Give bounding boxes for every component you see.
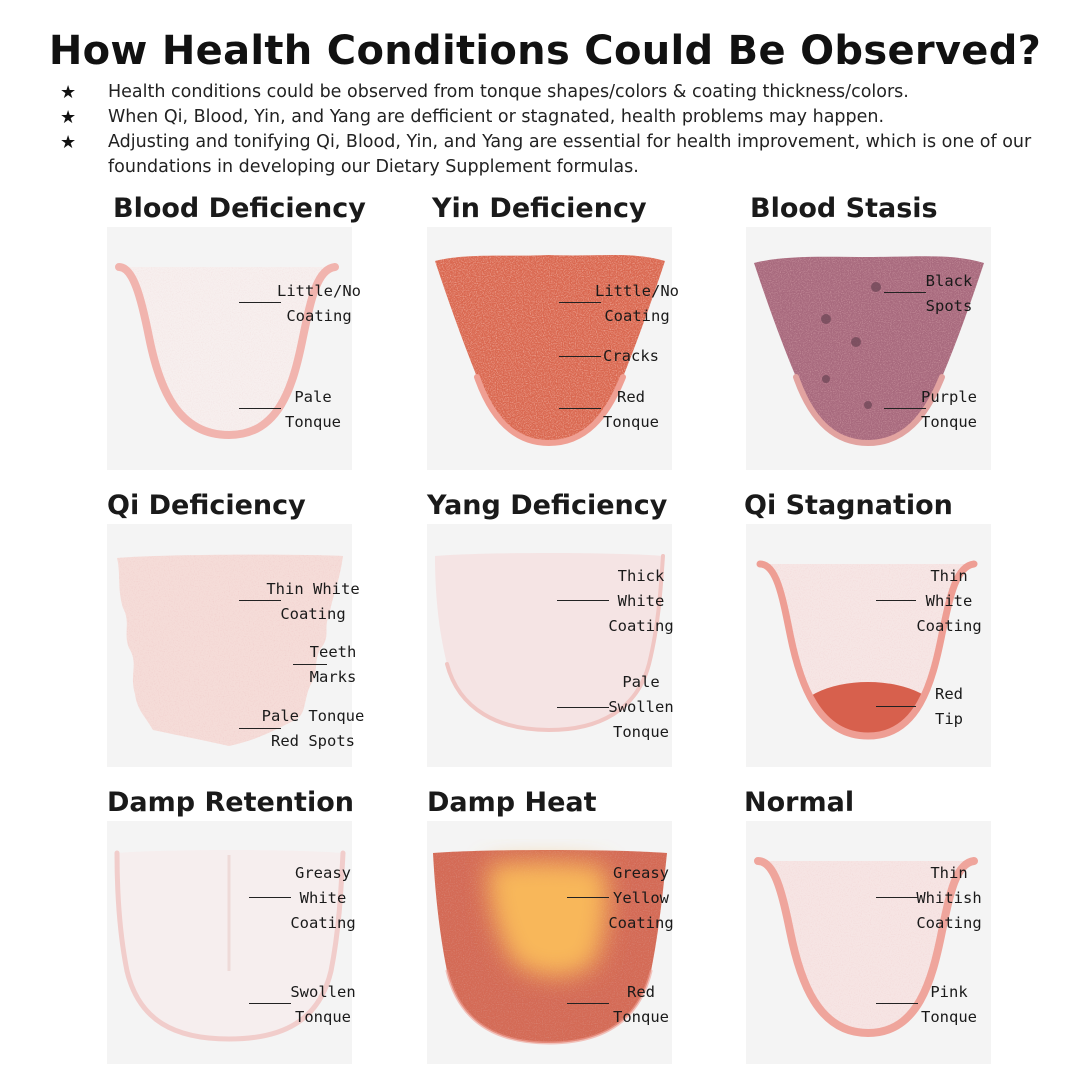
bullet-item: ★ Adjusting and tonifying Qi, Blood, Yin,… <box>60 130 1050 180</box>
panel-damp-heat: Damp Heat Greasy Yellow Coating Red Tonque <box>427 787 677 1077</box>
leader-line <box>876 706 916 707</box>
leader-line <box>239 302 281 303</box>
annotation-label: Purple Tonque <box>921 388 977 431</box>
leader-line <box>239 408 281 409</box>
annotation-label: Thin White Coating <box>266 580 360 623</box>
panel-title: Normal <box>744 787 855 818</box>
panel-title: Damp Heat <box>427 787 597 818</box>
tongue-illustration <box>427 821 672 1064</box>
annotation-label: Swollen Tonque <box>290 983 356 1026</box>
annotation-label: Pale Tonque <box>285 388 341 431</box>
tongue-illustration <box>427 524 672 767</box>
tongue-illustration <box>746 524 991 767</box>
panel-yin-deficiency: Yin Deficiency Little/No Coating Cracks R… <box>427 193 679 483</box>
panel-title: Yin Deficiency <box>432 193 647 224</box>
leader-line <box>876 600 916 601</box>
annotation-label: Black Spots <box>925 272 973 315</box>
tongue-illustration <box>746 227 991 470</box>
leader-line <box>293 664 327 665</box>
leader-line <box>876 1003 918 1004</box>
annotation-label: Pale Swollen Tonque <box>608 673 674 741</box>
leader-line <box>559 356 601 357</box>
leader-line <box>249 897 291 898</box>
tongue-drawing <box>435 255 665 447</box>
panel-title: Yang Deficiency <box>427 490 668 521</box>
star-icon: ★ <box>60 82 77 103</box>
panel-damp-retention: Damp Retention Greasy White Coating Swolle… <box>107 787 357 1077</box>
star-icon: ★ <box>60 132 77 153</box>
leader-line <box>557 707 609 708</box>
leader-line <box>884 408 926 409</box>
star-icon: ★ <box>60 107 77 128</box>
annotation-label: Little/No Coating <box>277 282 361 325</box>
panel-blood-deficiency: Blood Deficiency Little/No Coating Pale To… <box>107 193 366 483</box>
panel-title: Qi Deficiency <box>107 490 306 521</box>
panel-qi-stagnation: Qi Stagnation Thin White Coating Red Tip <box>744 490 996 780</box>
annotation-label: Little/No Coating <box>595 282 679 325</box>
tongue-illustration <box>746 821 991 1064</box>
leader-line <box>559 408 601 409</box>
panel-title: Blood Deficiency <box>113 193 366 224</box>
annotation-label: Thick White Coating <box>608 567 674 635</box>
annotation-label: Red Tip <box>935 685 963 728</box>
annotation-label: Pink Tonque <box>921 983 977 1026</box>
annotation-label: Red Tonque <box>613 983 669 1026</box>
annotation-label: Greasy Yellow Coating <box>608 864 674 932</box>
annotation-label: Thin White Coating <box>916 567 982 635</box>
tongue-drawing <box>435 553 665 733</box>
panel-yang-deficiency: Yang Deficiency Thick White Coating Pale Sw… <box>427 490 677 780</box>
tongue-illustration <box>107 227 352 470</box>
panel-title: Blood Stasis <box>750 193 938 224</box>
tongue-drawing <box>754 256 984 447</box>
bullet-item: ★ When Qi, Blood, Yin, and Yang are deffi… <box>60 105 1050 130</box>
tongue-drawing <box>117 554 343 746</box>
annotation-label: Pale Tonque Red Spots <box>261 707 365 750</box>
annotation-label: Greasy White Coating <box>290 864 356 932</box>
bullet-text: Health conditions could be observed from… <box>108 82 909 102</box>
bullet-list: ★ Health conditions could be observed fro… <box>60 80 1050 180</box>
tongue-illustration <box>107 524 352 767</box>
bullet-item: ★ Health conditions could be observed fro… <box>60 80 1050 105</box>
annotation-label: Thin Whitish Coating <box>916 864 982 932</box>
leader-line <box>567 897 609 898</box>
tongue-illustration <box>427 227 672 470</box>
annotation-label: Teeth Marks <box>309 643 357 686</box>
leader-line <box>559 302 601 303</box>
tongue-drawing <box>115 263 339 440</box>
panel-blood-stasis: Blood Stasis Black Spots Purple Tonque <box>746 193 996 483</box>
leader-line <box>239 600 281 601</box>
leader-line <box>567 1003 609 1004</box>
leader-line <box>557 600 609 601</box>
leader-line <box>249 1003 291 1004</box>
panel-title: Damp Retention <box>107 787 354 818</box>
tongue-drawing <box>756 560 978 740</box>
leader-line <box>884 292 926 293</box>
tongue-drawing <box>754 857 978 1038</box>
annotation-label: Cracks <box>603 347 659 365</box>
tongue-drawing <box>433 850 667 1045</box>
leader-line <box>239 728 281 729</box>
panel-qi-deficiency: Qi Deficiency Thin White Coating Teeth Mar… <box>107 490 364 780</box>
bullet-text: Adjusting and tonifying Qi, Blood, Yin, … <box>108 132 1032 177</box>
page-title: How Health Conditions Could Be Observed? <box>48 28 1042 74</box>
panel-normal: Normal Thin Whitish Coating Pink Tonque <box>744 787 996 1077</box>
annotation-label: Red Tonque <box>603 388 659 431</box>
leader-line <box>876 897 918 898</box>
tongue-illustration <box>107 821 352 1064</box>
bullet-text: When Qi, Blood, Yin, and Yang are deffic… <box>108 107 885 127</box>
panel-title: Qi Stagnation <box>744 490 953 521</box>
